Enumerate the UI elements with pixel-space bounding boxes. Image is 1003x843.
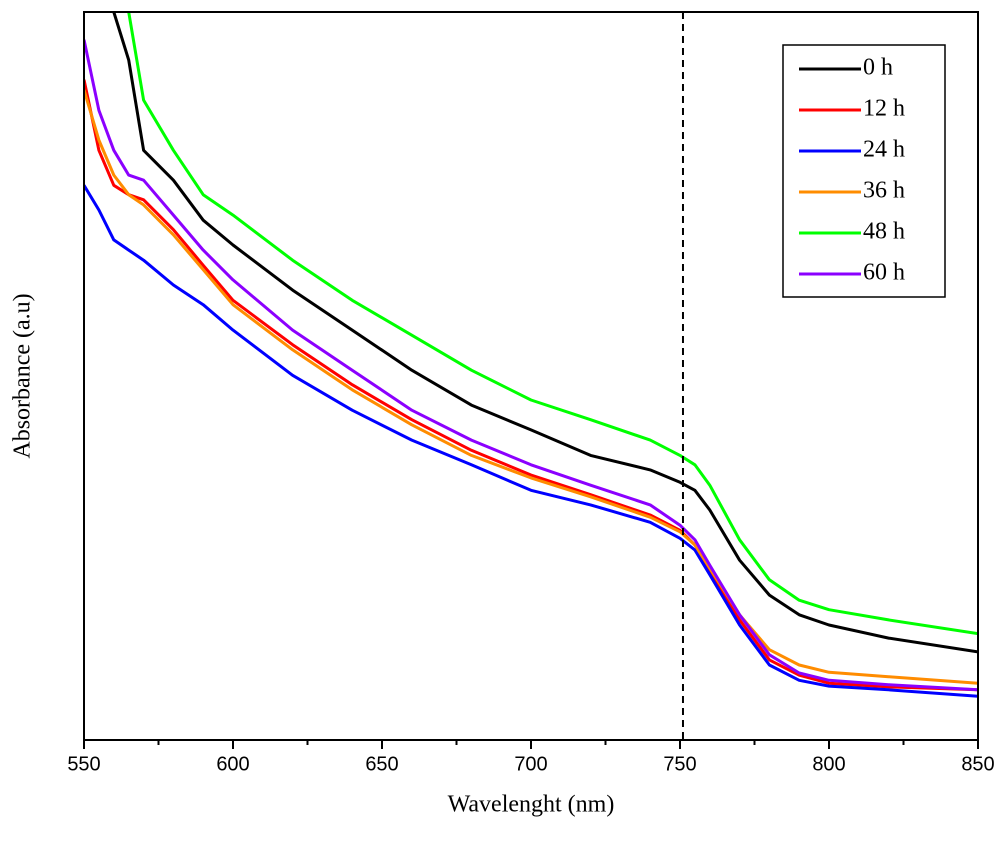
data-line bbox=[84, 39, 978, 692]
legend-label: 12 h bbox=[863, 96, 905, 122]
plot-frame bbox=[83, 11, 979, 741]
data-line bbox=[84, 184, 978, 698]
legend-label: 36 h bbox=[863, 178, 905, 204]
legend-label: 24 h bbox=[863, 137, 905, 163]
data-line bbox=[112, 12, 978, 654]
legend-label: 0 h bbox=[863, 55, 893, 81]
x-tick-label: 550 bbox=[67, 753, 100, 775]
x-tick-label: 700 bbox=[514, 753, 547, 775]
x-tick-label: 600 bbox=[216, 753, 249, 775]
legend-label: 60 h bbox=[863, 260, 905, 286]
x-tick-label: 750 bbox=[663, 753, 696, 775]
plot-area bbox=[84, 12, 978, 698]
x-tick-label: 650 bbox=[365, 753, 398, 775]
data-line bbox=[84, 79, 978, 692]
x-tick-label: 800 bbox=[812, 753, 845, 775]
x-tick-label: 850 bbox=[961, 753, 994, 775]
legend-box bbox=[782, 44, 946, 298]
data-line bbox=[84, 89, 978, 685]
y-axis-label: Absorbance (a.u) bbox=[10, 293, 36, 458]
x-axis-label: Wavelenght (nm) bbox=[448, 792, 615, 818]
legend-label: 48 h bbox=[863, 219, 905, 245]
data-line bbox=[127, 12, 978, 636]
